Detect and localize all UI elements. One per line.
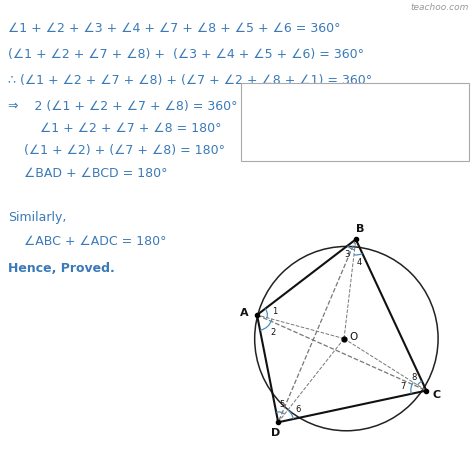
Text: D: D	[271, 428, 281, 438]
Text: Hence, Proved.: Hence, Proved.	[8, 262, 115, 274]
Text: 6: 6	[295, 405, 301, 414]
Text: (∠1 + ∠2 + ∠7 + ∠8) +  (∠3 + ∠4 + ∠5 + ∠6) = 360°: (∠1 + ∠2 + ∠7 + ∠8) + (∠3 + ∠4 + ∠5 + ∠6…	[8, 48, 364, 61]
Text: 1: 1	[272, 307, 277, 316]
Text: A: A	[239, 308, 248, 318]
Text: 7: 7	[401, 382, 406, 391]
Text: From (1), (2) , (3), (4): From (1), (2) , (3), (4)	[248, 91, 376, 104]
Text: 3: 3	[344, 250, 350, 259]
FancyBboxPatch shape	[241, 83, 469, 161]
Text: 4: 4	[357, 258, 362, 267]
Text: ⇒    2 (∠1 + ∠2 + ∠7 + ∠8) = 360°: ⇒ 2 (∠1 + ∠2 + ∠7 + ∠8) = 360°	[8, 100, 237, 113]
Text: C: C	[433, 390, 441, 401]
Text: ∠BAD + ∠BCD = 180°: ∠BAD + ∠BCD = 180°	[8, 166, 167, 180]
Text: ∠5 = ∠8: ∠5 = ∠8	[248, 145, 317, 157]
Text: ∠ABC + ∠ADC = 180°: ∠ABC + ∠ADC = 180°	[8, 235, 166, 247]
Text: (∠1 + ∠2) + (∠7 + ∠8) = 180°: (∠1 + ∠2) + (∠7 + ∠8) = 180°	[8, 145, 225, 157]
Text: teachoo.com: teachoo.com	[410, 3, 469, 12]
Text: ∠6 = ∠1: ∠6 = ∠1	[248, 131, 317, 144]
Text: 5: 5	[280, 401, 285, 410]
Text: Similarly,: Similarly,	[8, 211, 66, 224]
Text: ∴ (∠1 + ∠2 + ∠7 + ∠8) + (∠7 + ∠2 + ∠8 + ∠1) = 360°: ∴ (∠1 + ∠2 + ∠7 + ∠8) + (∠7 + ∠2 + ∠8 + …	[8, 74, 372, 87]
Text: O: O	[349, 332, 357, 342]
Text: 2: 2	[271, 328, 276, 337]
Text: ∠4 = ∠2: ∠4 = ∠2	[248, 118, 317, 131]
Text: ∠3 = ∠7: ∠3 = ∠7	[248, 105, 317, 118]
Text: ∠1 + ∠2 + ∠3 + ∠4 + ∠7 + ∠8 + ∠5 + ∠6 = 360°: ∠1 + ∠2 + ∠3 + ∠4 + ∠7 + ∠8 + ∠5 + ∠6 = …	[8, 22, 340, 35]
Text: 8: 8	[412, 373, 417, 382]
Text: ∠1 + ∠2 + ∠7 + ∠8 = 180°: ∠1 + ∠2 + ∠7 + ∠8 = 180°	[8, 122, 221, 135]
Text: B: B	[356, 224, 365, 234]
